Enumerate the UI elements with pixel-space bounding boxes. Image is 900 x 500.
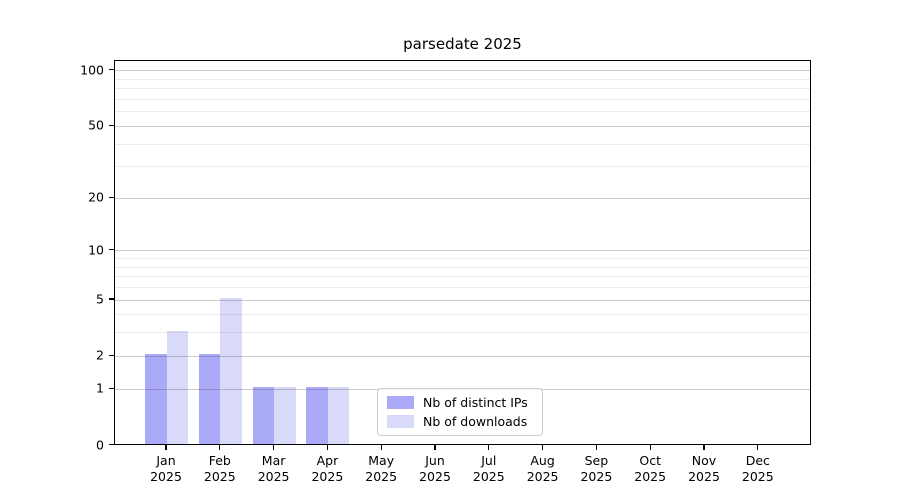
minor-gridline-y7 [114,276,810,278]
y-tick-mark-10 [109,249,114,251]
x-tick-label-apr: Apr 2025 [311,453,344,484]
y-tick-label-20: 20 [88,189,104,205]
x-tick-label-aug: Aug 2025 [526,453,559,484]
minor-gridline-y3 [114,332,810,334]
y-tick-label-0: 0 [96,437,104,452]
major-gridline-y100 [114,70,810,72]
minor-gridline-y6 [114,287,810,289]
x-tick-mark-nov [703,445,705,450]
y-tick-label-10: 10 [88,242,104,258]
x-tick-mark-feb [219,445,221,450]
y-tick-mark-50 [109,124,114,126]
x-tick-label-jun: Jun 2025 [419,453,451,484]
y-tick-label-100: 100 [80,62,104,78]
chart-title: parsedate 2025 [403,35,522,53]
x-tick-mark-dec [757,445,759,450]
x-tick-label-nov: Nov 2025 [688,453,720,484]
x-tick-mark-apr [326,445,328,450]
bars-layer [115,61,810,444]
y-tick-mark-20 [109,196,114,198]
legend-swatch-distinct-ips [387,396,414,409]
y-tick-label-1: 1 [96,380,104,396]
bar-distinct-ips-feb [198,354,221,444]
x-tick-label-oct: Oct 2025 [634,453,667,484]
minor-gridline-y8 [114,266,810,268]
x-tick-label-feb: Feb 2025 [203,453,236,484]
y-tick-label-2: 2 [96,347,104,363]
y-tick-label-50: 50 [88,117,104,133]
x-tick-label-may: May 2025 [365,453,398,484]
x-tick-mark-mar [273,445,275,450]
minor-gridline-y70 [114,98,810,100]
x-tick-label-jul: Jul 2025 [472,453,505,484]
x-tick-mark-jul [488,445,490,450]
minor-gridline-y9 [114,258,810,260]
minor-gridline-y80 [114,88,810,90]
y-tick-mark-5 [109,298,114,300]
x-tick-mark-may [380,445,382,450]
plot-area [113,59,811,445]
legend-label-distinct-ips: Nb of distinct IPs [423,395,528,410]
bar-downloads-jan [166,330,188,444]
legend-swatch-downloads [387,415,414,428]
x-tick-label-sep: Sep 2025 [580,453,613,484]
x-tick-mark-sep [595,445,597,450]
minor-gridline-y60 [114,111,810,113]
major-gridline-y50 [114,125,810,127]
x-tick-mark-jan [165,445,167,450]
major-gridline-y2 [114,355,810,357]
major-gridline-y10 [114,250,810,252]
major-gridline-y5 [114,299,810,301]
legend-item-downloads: Nb of downloads [387,413,533,430]
bar-distinct-ips-mar [252,387,275,444]
bar-downloads-apr [327,387,350,444]
minor-gridline-y90 [114,78,810,80]
bar-downloads-feb [220,298,242,444]
minor-gridline-y30 [114,166,810,168]
legend-item-distinct-ips: Nb of distinct IPs [387,394,533,411]
y-tick-mark-100 [109,69,114,71]
x-tick-mark-oct [649,445,651,450]
x-tick-label-jan: Jan 2025 [150,453,182,484]
bar-downloads-mar [274,387,296,444]
y-tick-label-5: 5 [96,291,104,307]
grid-layer [114,61,810,444]
x-tick-label-dec: Dec 2025 [741,453,774,484]
minor-gridline-y40 [114,143,810,145]
bar-distinct-ips-jan [145,354,167,444]
x-tick-mark-jun [434,445,436,450]
major-gridline-y20 [114,197,810,199]
bar-distinct-ips-apr [306,387,328,444]
legend-label-downloads: Nb of downloads [423,414,528,429]
y-tick-mark-0 [109,443,114,446]
y-tick-mark-1 [109,387,114,389]
minor-gridline-y4 [114,314,810,316]
x-tick-mark-aug [542,445,544,450]
y-tick-mark-2 [109,354,114,356]
legend: Nb of distinct IPs Nb of downloads [377,388,543,436]
x-tick-label-mar: Mar 2025 [257,453,290,484]
